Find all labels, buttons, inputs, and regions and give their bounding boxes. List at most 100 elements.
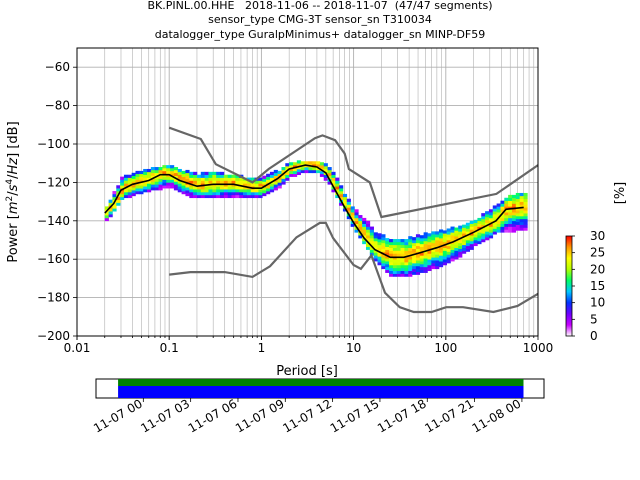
psd-density-cells xyxy=(104,160,528,277)
psd-cell xyxy=(135,191,140,195)
psd-cell xyxy=(492,216,497,221)
psd-cell xyxy=(454,247,459,251)
psd-cell xyxy=(120,176,125,180)
psd-cell xyxy=(193,189,198,193)
psd-cell xyxy=(508,226,513,230)
psd-cell xyxy=(239,183,244,187)
psd-cell xyxy=(419,266,424,271)
psd-cell xyxy=(216,177,221,181)
psd-cell xyxy=(331,171,336,176)
psd-cell xyxy=(254,194,259,199)
psd-cell xyxy=(362,235,367,239)
psd-cell xyxy=(465,240,471,244)
psd-cell xyxy=(477,220,482,224)
psd-cell xyxy=(193,192,198,196)
psd-cell xyxy=(523,204,528,208)
psd-cell xyxy=(477,238,482,242)
x-tick-label: 100 xyxy=(434,341,457,355)
psd-cell xyxy=(120,193,125,198)
psd-cell xyxy=(508,200,513,204)
psd-cell xyxy=(431,251,436,255)
psd-cell xyxy=(204,186,209,190)
psd-cell xyxy=(508,206,513,210)
psd-cell xyxy=(158,175,163,179)
psd-cell xyxy=(208,177,213,181)
psd-cell xyxy=(442,233,447,237)
psd-cell xyxy=(327,175,332,179)
psd-cell xyxy=(435,263,440,267)
psd-cell xyxy=(116,191,121,195)
psd-cell xyxy=(327,181,332,185)
psd-cell xyxy=(296,168,301,173)
psd-cell xyxy=(412,271,417,275)
psd-cell xyxy=(189,189,194,193)
psd-cell xyxy=(488,232,494,236)
psd-cell xyxy=(373,235,378,239)
psd-cell xyxy=(462,250,467,254)
psd-cell xyxy=(381,242,386,247)
psd-cell xyxy=(381,234,386,238)
psd-cell xyxy=(473,219,478,224)
psd-cell xyxy=(354,229,359,233)
x-axis-ticks: 0.01 0.1 1 10 100 1000 xyxy=(64,336,553,355)
psd-cell xyxy=(481,227,486,231)
psd-cell xyxy=(492,214,497,218)
psd-cell xyxy=(208,171,213,176)
psd-cell xyxy=(185,169,190,174)
psd-cell xyxy=(500,223,505,227)
psd-cell xyxy=(354,215,359,219)
psd-cell xyxy=(481,239,486,243)
psd-cell xyxy=(400,273,405,277)
psd-cell xyxy=(446,254,451,258)
psd-cell xyxy=(423,243,428,248)
psd-cell xyxy=(400,259,405,263)
psd-cell xyxy=(462,236,467,240)
psd-cell xyxy=(412,237,417,241)
psd-cell xyxy=(204,180,209,184)
psd-cell xyxy=(408,256,413,260)
y-tick-label: −100 xyxy=(37,137,70,151)
psd-cell xyxy=(335,186,340,190)
psd-cell xyxy=(500,229,505,233)
psd-cell xyxy=(162,176,167,180)
psd-cell xyxy=(158,167,163,171)
psd-cell xyxy=(508,223,513,227)
psd-cell xyxy=(385,269,390,273)
psd-cell xyxy=(442,253,447,257)
psd-cell xyxy=(404,253,409,257)
psd-cell xyxy=(462,239,467,243)
psd-cell xyxy=(223,194,228,199)
psd-cell xyxy=(223,189,228,193)
psd-cell xyxy=(492,225,497,229)
psd-cell xyxy=(258,177,263,181)
psd-cell xyxy=(112,191,117,195)
psd-cell xyxy=(243,189,248,193)
psd-cell xyxy=(331,177,336,181)
psd-cell xyxy=(147,168,152,173)
psd-cell xyxy=(381,245,386,249)
psd-cell xyxy=(408,273,413,277)
psd-cell xyxy=(435,257,440,261)
psd-cell xyxy=(189,192,194,196)
psd-cell xyxy=(488,217,494,222)
psd-cell xyxy=(312,167,317,171)
psd-cell xyxy=(246,192,252,196)
psd-cell xyxy=(150,167,155,171)
colorbar-tick-label: 10 xyxy=(590,296,605,310)
psd-cell xyxy=(235,177,240,181)
psd-cell xyxy=(423,266,428,271)
psd-cell xyxy=(204,189,209,193)
psd-cell xyxy=(365,229,371,233)
psd-cell xyxy=(504,209,509,213)
psd-cell xyxy=(196,194,202,199)
psd-cell xyxy=(373,258,378,262)
timeline-bars xyxy=(118,379,524,398)
psd-cell xyxy=(442,262,447,266)
psd-cell xyxy=(312,161,317,165)
psd-cell xyxy=(389,247,394,251)
psd-cell xyxy=(350,223,355,227)
psd-cell xyxy=(162,168,167,172)
psd-cell xyxy=(269,183,275,187)
psd-cell xyxy=(177,183,182,187)
psd-cell xyxy=(216,189,221,193)
